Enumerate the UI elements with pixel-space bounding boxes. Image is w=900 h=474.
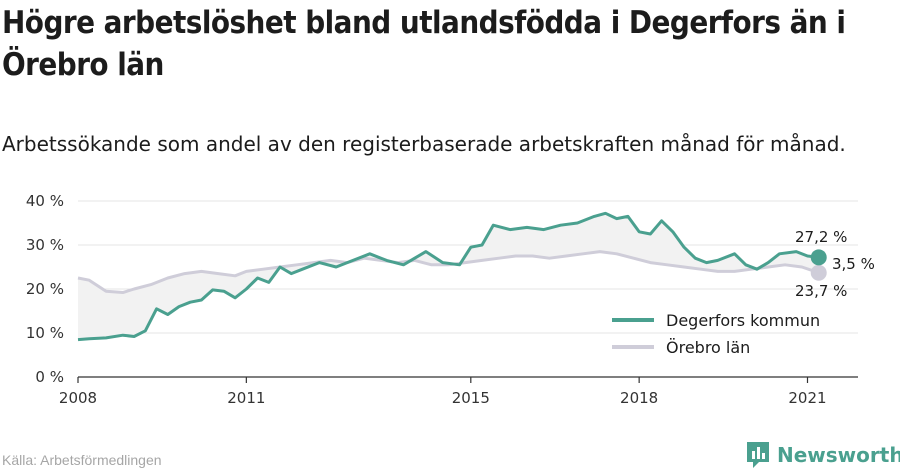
x-tick-label: 2015: [452, 389, 490, 407]
legend: Degerfors kommun Örebro län: [612, 311, 820, 357]
gap-label: 3,5 %: [832, 255, 875, 273]
legend-label-orebro: Örebro län: [666, 338, 750, 357]
newsworthy-logo[interactable]: Newsworthy: [745, 440, 900, 470]
y-tick-label: 20 %: [26, 280, 64, 298]
series-line-orebro: [77, 250, 820, 295]
axis-layer: 0 % 10 % 20 % 30 % 40 % 2008 2011 2015 2018 2021: [26, 192, 858, 407]
gap-area: [78, 213, 819, 340]
end-label-orebro: 23,7 %: [795, 282, 847, 300]
y-tick-label: 30 %: [26, 236, 64, 254]
x-tick-label: 2018: [620, 389, 658, 407]
legend-label-degerfors: Degerfors kommun: [666, 311, 820, 330]
end-labels: 27,2 % 3,5 % 23,7 %: [795, 228, 875, 300]
newsworthy-icon: [747, 442, 769, 468]
y-tick-label: 10 %: [26, 324, 64, 342]
end-marker-orebro: [810, 264, 827, 281]
x-tick-label: 2021: [788, 389, 826, 407]
line-chart: 0 %10 %20 %30 %40 %2008 2011 2015 2018 2021 …: [26, 192, 875, 407]
source-note: Källa: Arbetsförmedlingen: [2, 452, 162, 468]
chart-title: Högre arbetslöshet bland utlandsfödda i …: [2, 5, 846, 83]
y-tick-label: 0 %: [35, 368, 64, 386]
series-layer: [77, 211, 827, 342]
series-line-degerfors: [77, 211, 819, 342]
chart-subtitle: Arbetssökande som andel av den registerb…: [2, 132, 846, 156]
y-tick-label: 40 %: [26, 192, 64, 210]
end-label-degerfors: 27,2 %: [795, 228, 847, 246]
x-tick-label: 2008: [59, 389, 97, 407]
x-tick-label: 2011: [227, 389, 265, 407]
end-marker-degerfors: [810, 249, 827, 266]
brand-name: Newsworthy: [777, 443, 900, 467]
